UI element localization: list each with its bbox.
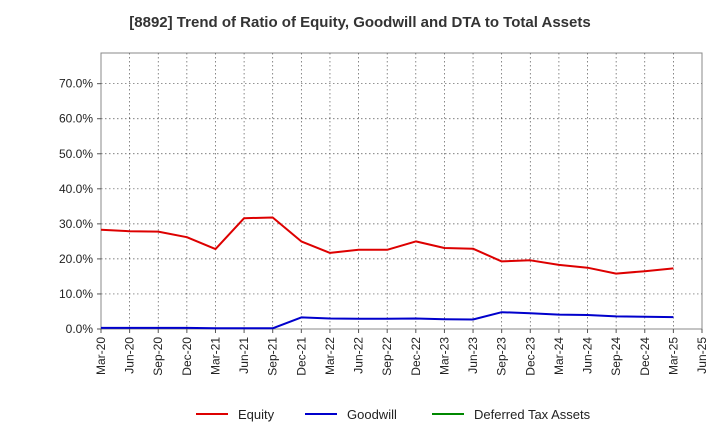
x-tick-label: Jun-25 xyxy=(695,337,709,374)
legend-label: Deferred Tax Assets xyxy=(474,407,591,422)
legend-label: Goodwill xyxy=(347,407,397,422)
x-tick-label: Mar-25 xyxy=(666,337,680,375)
x-tick-label: Dec-23 xyxy=(523,337,537,376)
x-tick-label: Mar-23 xyxy=(437,337,451,375)
y-tick-label: 10.0% xyxy=(59,287,93,301)
y-tick-label: 70.0% xyxy=(59,77,93,91)
x-tick-label: Mar-24 xyxy=(552,337,566,375)
x-tick-label: Sep-22 xyxy=(380,337,394,376)
y-tick-label: 30.0% xyxy=(59,217,93,231)
x-tick-label: Jun-21 xyxy=(237,337,251,374)
series-line-equity xyxy=(100,216,674,275)
x-tick-label: Mar-22 xyxy=(323,337,337,375)
x-tick-label: Dec-22 xyxy=(409,337,423,376)
legend: Equity Goodwill Deferred Tax Assets xyxy=(196,407,591,422)
x-tick-label: Sep-21 xyxy=(266,337,280,376)
y-tick-label: 0.0% xyxy=(66,322,94,336)
x-tick-label: Dec-20 xyxy=(180,337,194,376)
x-axis: Mar-20 Jun-20 Sep-20 Dec-20 Mar-21 Jun-21 Sep-… xyxy=(94,329,709,376)
series-line-goodwill xyxy=(101,311,674,330)
x-tick-label: Dec-24 xyxy=(638,337,652,376)
x-tick-label: Sep-24 xyxy=(609,337,623,376)
x-tick-label: Jun-24 xyxy=(581,337,595,374)
y-tick-label: 20.0% xyxy=(59,252,93,266)
series-layer xyxy=(100,216,674,330)
x-tick-label: Dec-21 xyxy=(294,337,308,376)
chart-title: [8892] Trend of Ratio of Equity, Goodwil… xyxy=(129,14,591,31)
x-tick-label: Mar-20 xyxy=(94,337,108,375)
x-tick-label: Sep-23 xyxy=(495,337,509,376)
x-tick-label: Mar-21 xyxy=(208,337,222,375)
x-tick-label: Jun-20 xyxy=(123,337,137,374)
plot-area xyxy=(100,52,703,330)
x-tick-label: Jun-23 xyxy=(466,337,480,374)
grid xyxy=(101,53,702,329)
y-tick-label: 50.0% xyxy=(59,147,93,161)
x-tick-label: Jun-22 xyxy=(352,337,366,374)
legend-label: Equity xyxy=(238,407,275,422)
y-axis: 0.0% 10.0% 20.0% 30.0% 40.0% 50.0% 60.0% 70.0% xyxy=(59,77,101,336)
y-tick-label: 40.0% xyxy=(59,182,93,196)
x-tick-label: Sep-20 xyxy=(151,337,165,376)
y-tick-label: 60.0% xyxy=(59,112,93,126)
